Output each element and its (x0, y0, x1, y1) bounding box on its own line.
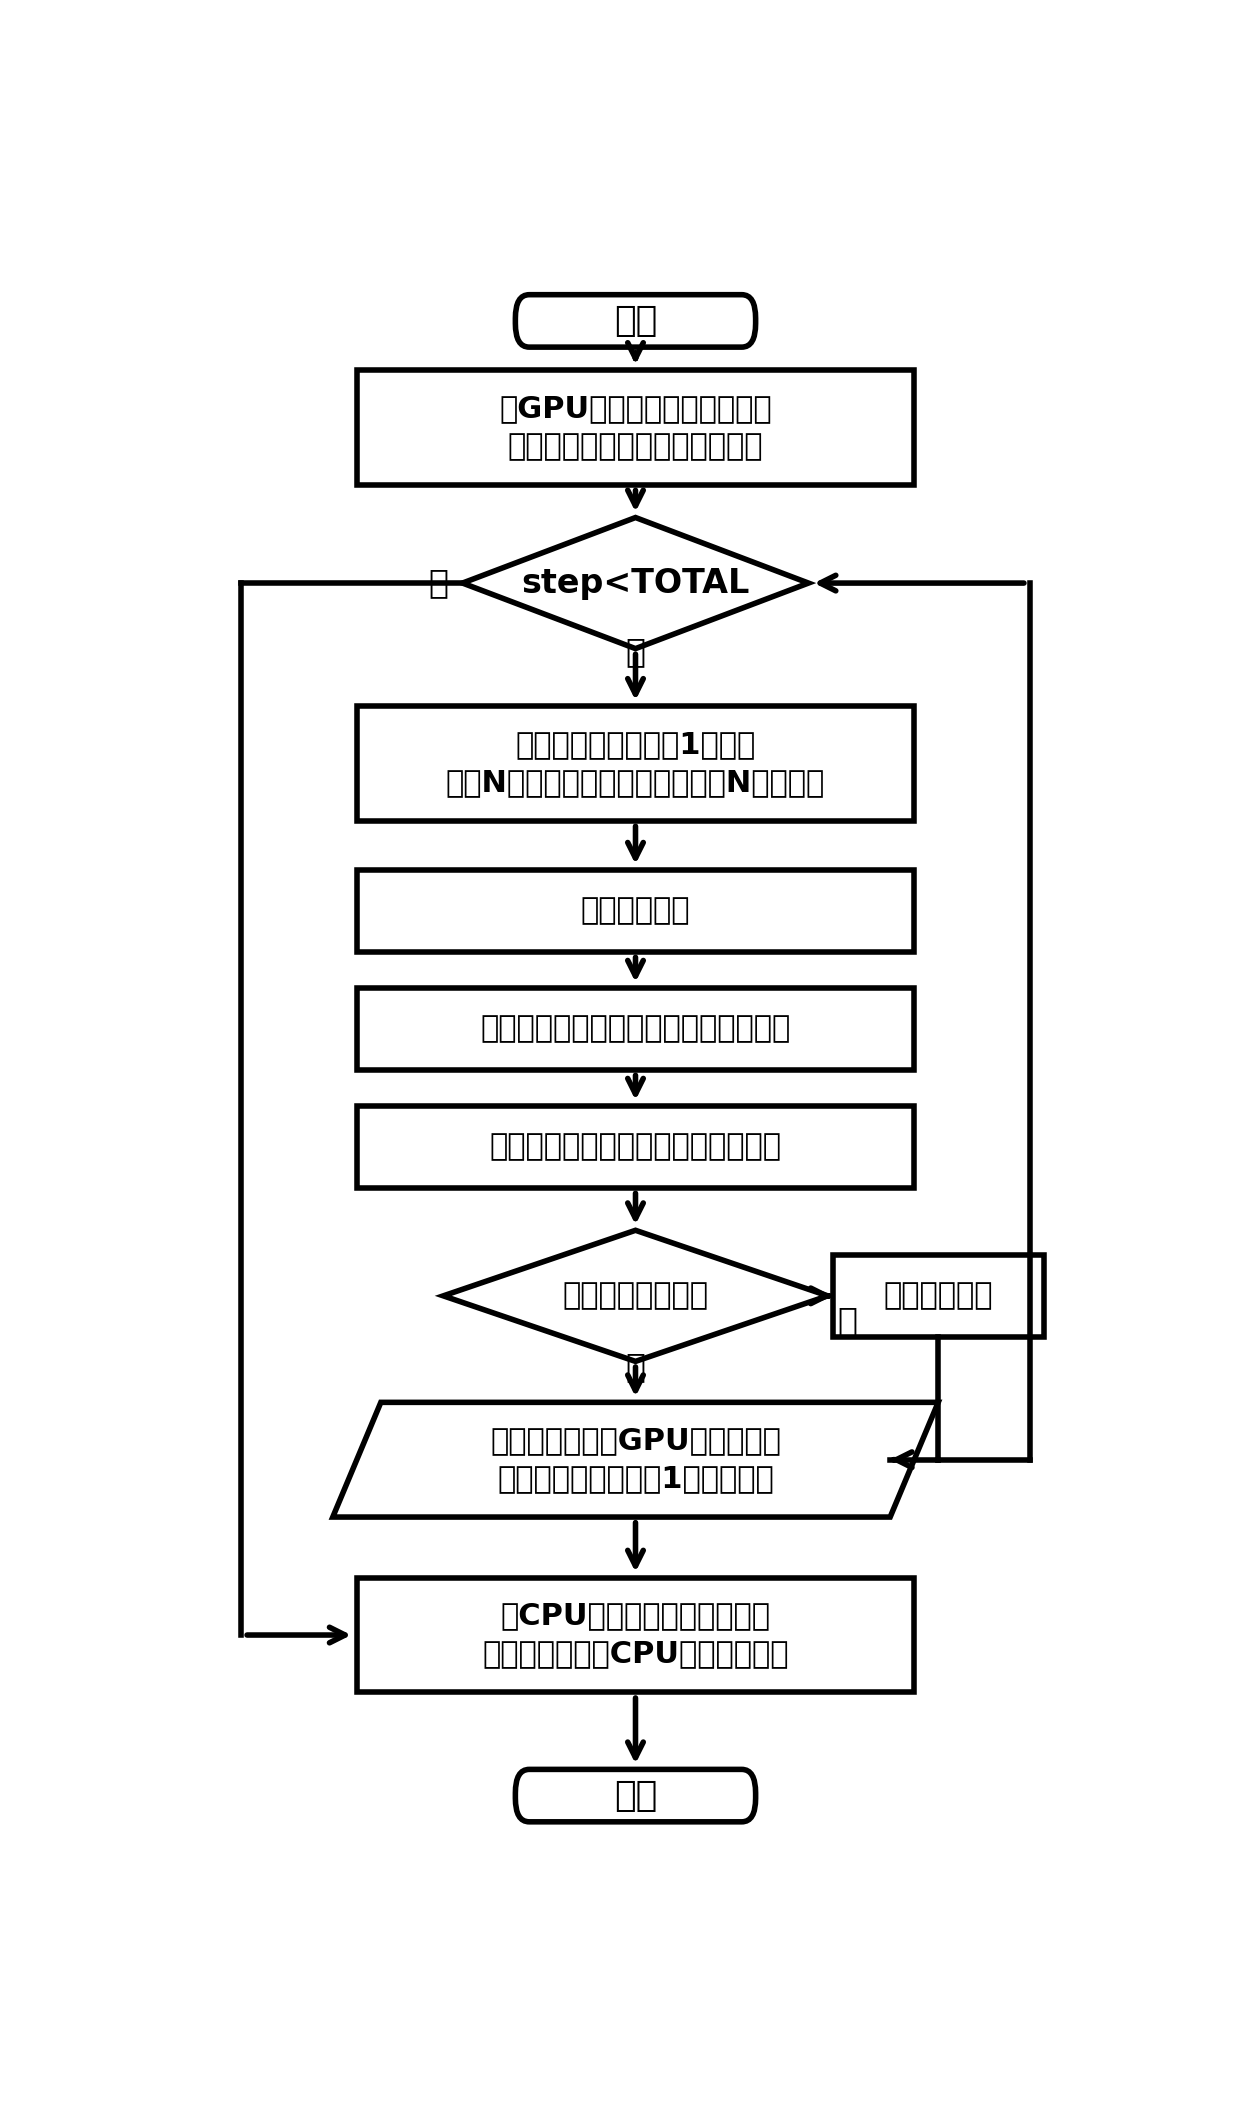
Polygon shape (444, 1230, 828, 1362)
Bar (357, 370, 914, 485)
Text: 在GPU全局内存上开辟空间，
并初始化粒子信息和随机数数组: 在GPU全局内存上开辟空间， 并初始化粒子信息和随机数数组 (500, 394, 771, 462)
Text: 否: 否 (429, 566, 449, 600)
Text: 根据粒子属性标记为1的粒子
个数N，调用随机数生成函数产生N个随机数: 根据粒子属性标记为1的粒子 个数N，调用随机数生成函数产生N个随机数 (446, 730, 825, 796)
Text: 是: 是 (625, 636, 646, 668)
Bar (357, 1577, 914, 1692)
Polygon shape (463, 517, 808, 649)
Text: 离子推进器中粒子的电荷交换碰撞判断: 离子推进器中粒子的电荷交换碰撞判断 (480, 1015, 791, 1043)
Bar (357, 870, 914, 951)
Bar (357, 1107, 914, 1187)
FancyBboxPatch shape (516, 294, 755, 347)
Text: 结束: 结束 (614, 1779, 657, 1813)
Bar (357, 706, 914, 821)
Bar (832, 1256, 1044, 1336)
Text: 开始: 开始 (614, 304, 657, 338)
Text: 更新所有粒子速度、位置和属性标记: 更新所有粒子速度、位置和属性标记 (490, 1132, 781, 1162)
Text: 是: 是 (837, 1304, 857, 1336)
Text: step<TOTAL: step<TOTAL (521, 566, 750, 600)
FancyBboxPatch shape (516, 1768, 755, 1822)
Text: 删除粒子信息: 删除粒子信息 (883, 1281, 993, 1311)
Text: 粒子是否到达边界: 粒子是否到达边界 (563, 1281, 708, 1311)
Bar (357, 987, 914, 1070)
Text: 计算碰撞几率: 计算碰撞几率 (580, 896, 691, 926)
Text: 在CPU主机端开辟内存空间，
将计算结果传回CPU主机端内存中: 在CPU主机端开辟内存空间， 将计算结果传回CPU主机端内存中 (482, 1602, 789, 1668)
Text: 存储粒子信息到GPU全局内存，
统计粒子属性标记为1的粒子个数: 存储粒子信息到GPU全局内存， 统计粒子属性标记为1的粒子个数 (490, 1426, 781, 1494)
Polygon shape (332, 1402, 939, 1517)
Text: 否: 否 (625, 1349, 646, 1383)
